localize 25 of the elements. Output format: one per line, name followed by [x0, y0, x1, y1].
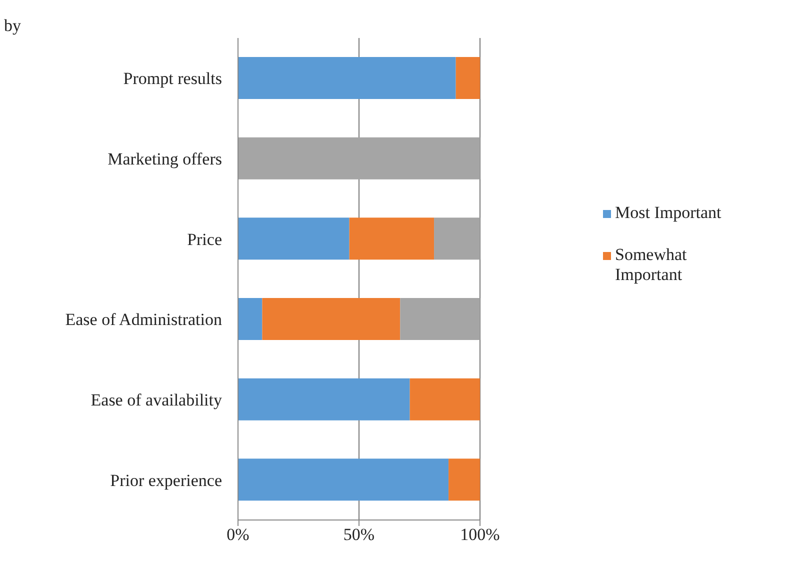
y-tick-label: Prior experience	[110, 470, 222, 490]
bar	[238, 298, 262, 340]
bar	[262, 298, 400, 340]
bar	[238, 137, 480, 180]
bar	[238, 57, 456, 99]
y-tick-label: Ease of Administration	[65, 310, 222, 330]
x-tick-label: 0%	[226, 525, 250, 544]
bar	[238, 458, 449, 501]
y-tick-label: Prompt results	[123, 69, 222, 88]
y-tick-label: Marketing offers	[108, 150, 222, 168]
x-tick-label: 100%	[460, 525, 500, 544]
bar	[238, 378, 410, 420]
bar	[456, 57, 480, 99]
bar	[448, 458, 480, 501]
bar	[349, 218, 434, 260]
bar	[434, 218, 480, 260]
y-tick-label: Price	[187, 230, 222, 249]
bar	[400, 298, 480, 340]
text: by	[4, 16, 21, 36]
x-tick-label: 50%	[343, 525, 375, 544]
legend-label: Most Important	[615, 203, 722, 223]
bar	[238, 218, 350, 260]
bar	[410, 378, 480, 420]
legend-label: Somewhat Important	[615, 245, 688, 285]
y-tick-label: Ease of availability	[90, 390, 222, 410]
